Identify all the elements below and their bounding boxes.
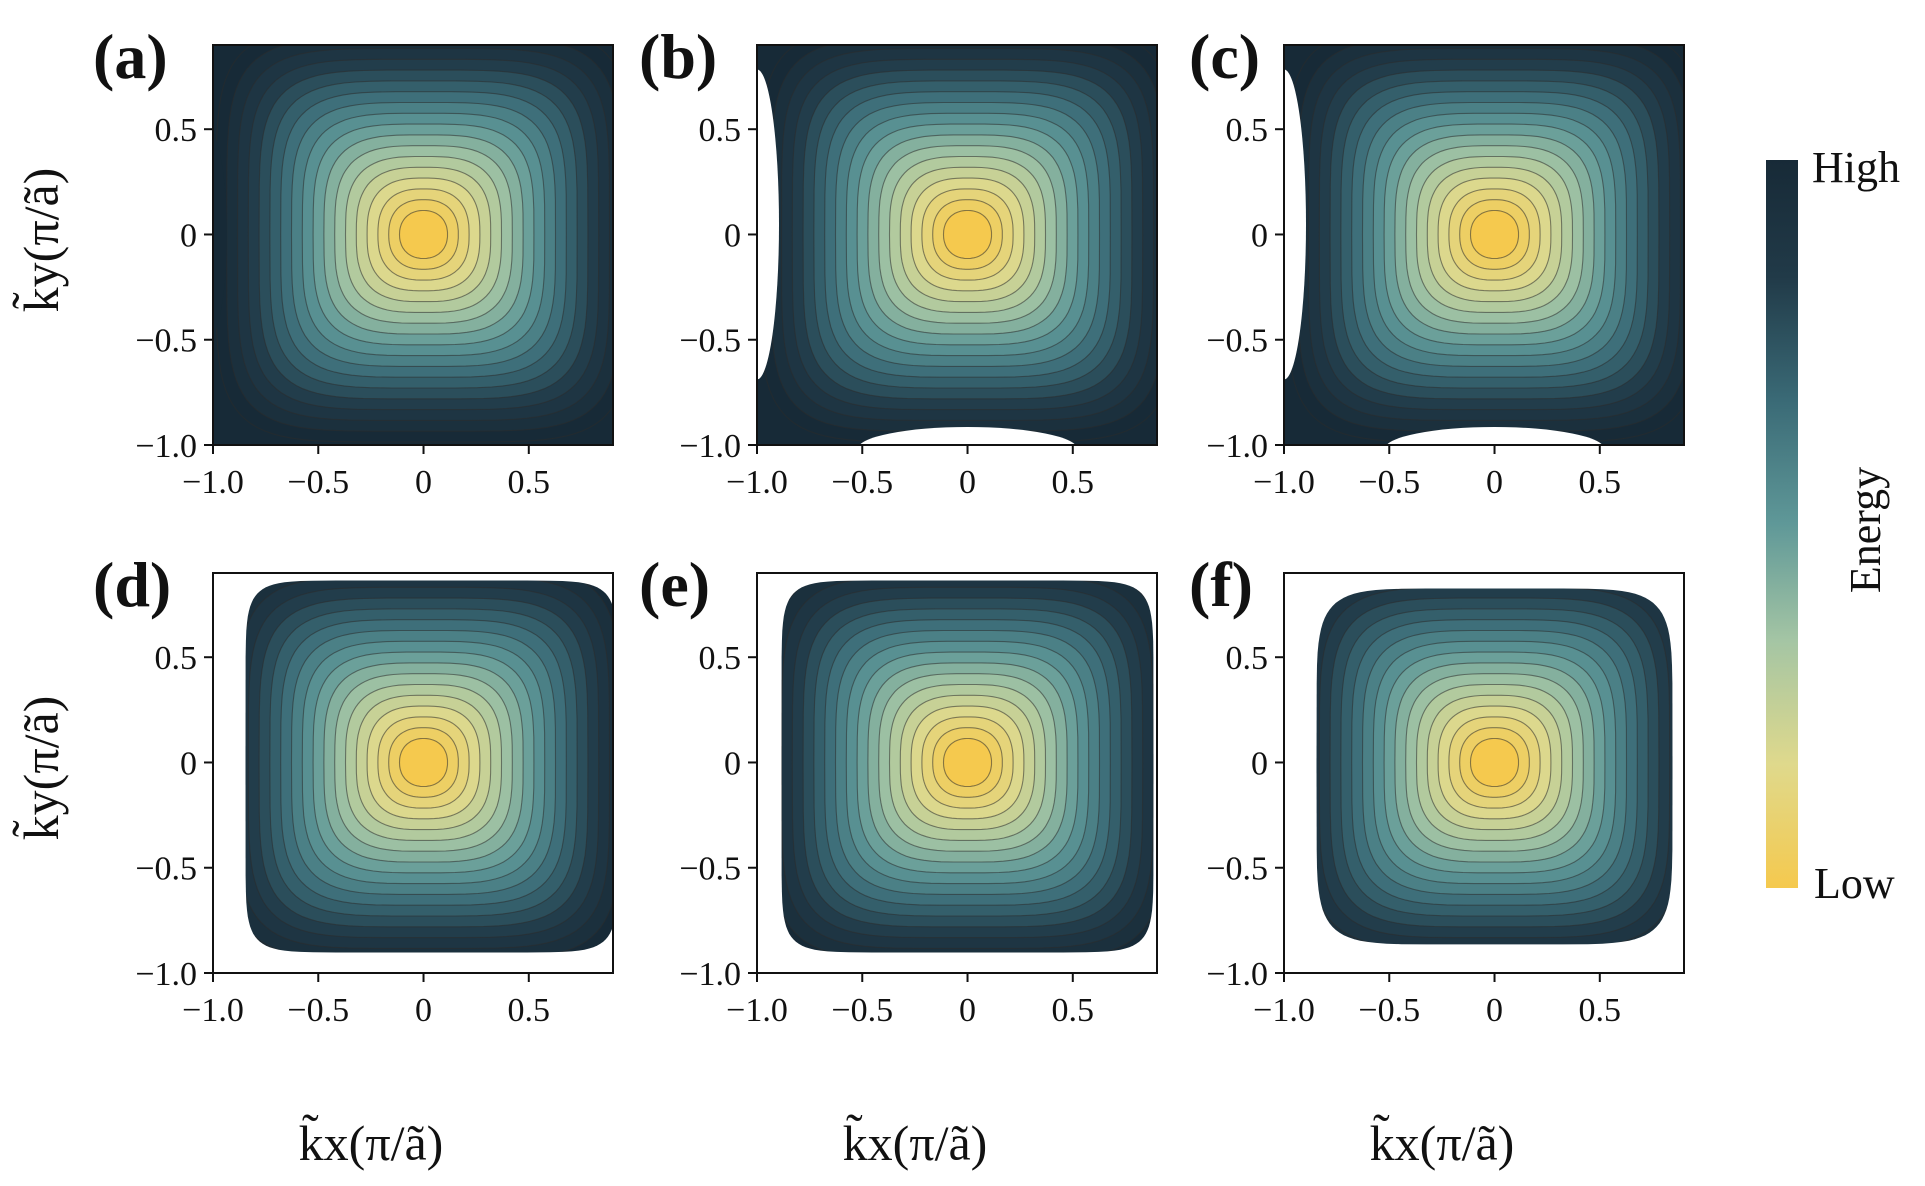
x-tick-label: −0.5: [1358, 992, 1420, 1029]
plot-frame: [756, 572, 1158, 974]
masked-region: [1386, 427, 1603, 445]
x-tick-label: −0.5: [287, 992, 349, 1029]
panel-c: −1.0 −0.5 0 0.5 0.5 0 −0.5 −1.0 (c): [1189, 21, 1685, 501]
x-tick-label: −1.0: [1253, 992, 1315, 1029]
contour-level: [398, 209, 449, 260]
x-tick-label: −1.0: [182, 992, 244, 1029]
y-tick-label: −1.0: [135, 956, 197, 993]
x-tick-label: 0.5: [1052, 992, 1095, 1029]
y-tick-label: −1.0: [679, 956, 741, 993]
panel-letter: (a): [93, 21, 168, 92]
contour-level: [942, 209, 993, 260]
masked-region: [213, 573, 613, 973]
y-tick-label: 0: [724, 217, 741, 254]
x-tick-label: −0.5: [831, 464, 893, 501]
y-tick-label: 0: [180, 745, 197, 782]
contour-level: [1469, 209, 1520, 260]
masked-region: [757, 573, 1157, 973]
y-tick-label: 0: [1251, 217, 1268, 254]
x-tick-label: 0: [415, 992, 432, 1029]
y-axis-label: k̃y(π/ã): [11, 696, 69, 841]
x-tick-label: −0.5: [287, 464, 349, 501]
y-tick-label: −0.5: [679, 851, 741, 888]
y-tick-label: −1.0: [135, 428, 197, 465]
panel-letter: (e): [639, 549, 710, 620]
x-tick-label: −0.5: [1358, 464, 1420, 501]
masked-region: [1284, 573, 1684, 973]
contour-field: [757, 573, 1157, 973]
contour-field: [213, 573, 613, 973]
y-tick-label: −0.5: [135, 323, 197, 360]
y-tick-label: 0.5: [155, 640, 198, 677]
x-tick-label: 0.5: [1579, 992, 1622, 1029]
x-axis-label: k̃x(π/ã): [843, 1113, 988, 1171]
plot-frame: [212, 572, 614, 974]
y-tick-label: −0.5: [135, 851, 197, 888]
contour-field: [1284, 45, 1684, 445]
x-tick-label: −1.0: [1253, 464, 1315, 501]
panel-letter: (d): [93, 549, 171, 620]
y-tick-label: −1.0: [679, 428, 741, 465]
panel-b: −1.0 −0.5 0 0.5 0.5 0 −0.5 −1.0 (b): [639, 21, 1158, 501]
panels-group: −1.0 −0.5 0 0.50.50−0.5−1.0(a)k̃y(π/ã)−1.0−…: [11, 21, 1685, 1171]
x-tick-label: 0: [959, 464, 976, 501]
plot-frame: [212, 44, 614, 446]
contour-field: [213, 45, 613, 445]
colorbar-energy-label: Energy: [1841, 467, 1890, 593]
masked-region: [859, 427, 1076, 445]
masked-region: [1284, 69, 1306, 380]
panel-letter: (f): [1189, 549, 1253, 620]
y-tick-label: −0.5: [1206, 851, 1268, 888]
masked-region: [757, 69, 779, 380]
x-tick-label: 0: [1486, 992, 1503, 1029]
y-tick-label: −0.5: [1206, 323, 1268, 360]
x-tick-label: 0.5: [508, 464, 551, 501]
colorbar-low-label: Low: [1814, 859, 1895, 908]
x-tick-label: −0.5: [831, 992, 893, 1029]
x-tick-label: 0.5: [508, 992, 551, 1029]
x-tick-label: −1.0: [726, 992, 788, 1029]
plot-frame: [756, 44, 1158, 446]
x-tick-label: 0.5: [1579, 464, 1622, 501]
x-axis-label: k̃x(π/ã): [299, 1113, 444, 1171]
x-tick-label: 0: [415, 464, 432, 501]
contour-level: [213, 132, 227, 337]
colorbar-high-label: High: [1812, 143, 1900, 192]
panel-d: −1.0 −0.5 0 0.5 0.5 0 −0.5 −1.0 (d) k̃y(π/ã) k̃x(π…: [11, 549, 614, 1171]
plot-frame: [1283, 572, 1685, 974]
y-tick-label: −0.5: [679, 323, 741, 360]
y-tick-label: 0: [180, 217, 197, 254]
panel-e: −1.0 −0.5 0 0.5 0.5 0 −0.5 −1.0 (e) k̃x(π/ã): [639, 549, 1158, 1171]
y-tick-label: −1.0: [1206, 428, 1268, 465]
y-tick-label: −1.0: [1206, 956, 1268, 993]
y-tick-label: 0.5: [155, 112, 198, 149]
y-axis-label: k̃y(π/ã): [11, 168, 69, 313]
y-tick-label: 0.5: [1226, 112, 1269, 149]
y-tick-label: 0.5: [699, 640, 742, 677]
colorbar-gradient: [1766, 160, 1798, 888]
y-tick-label: 0: [1251, 745, 1268, 782]
panel-f: −1.0 −0.5 0 0.5 0.5 0 −0.5 −1.0 (f) k̃x(π/ã): [1189, 549, 1685, 1171]
contour-field: [1284, 573, 1684, 973]
y-tick-label: 0: [724, 745, 741, 782]
x-tick-label: −1.0: [726, 464, 788, 501]
colorbar: High Low Energy: [1766, 143, 1900, 908]
y-tick-label: 0.5: [1226, 640, 1269, 677]
y-tick-label: 0.5: [699, 112, 742, 149]
panel-a: −1.0 −0.5 0 0.5 0.5 0 −0.5 −1.0 (a) k̃y(π/ã): [11, 21, 614, 501]
panel-letter: (b): [639, 21, 717, 92]
x-tick-label: 0: [959, 992, 976, 1029]
x-tick-label: −1.0: [182, 464, 244, 501]
x-axis-label: k̃x(π/ã): [1370, 1113, 1515, 1171]
panel-letter: (c): [1189, 21, 1260, 92]
plot-frame: [1283, 44, 1685, 446]
contour-field: [757, 45, 1157, 445]
x-tick-label: 0: [1486, 464, 1503, 501]
x-tick-label: 0.5: [1052, 464, 1095, 501]
